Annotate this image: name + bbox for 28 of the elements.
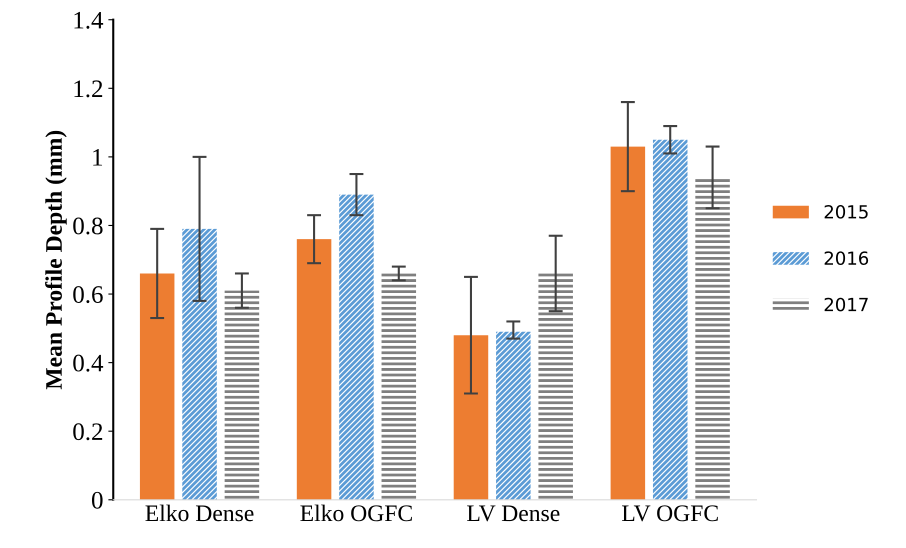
- bar: [339, 194, 374, 500]
- bar: [652, 140, 688, 500]
- bar: [695, 177, 730, 500]
- legend-label: 2016: [824, 251, 868, 265]
- legend-label: 2017: [824, 298, 868, 312]
- y-axis-title: Mean Profile Depth (mm): [45, 130, 67, 390]
- x-tick-label: Elko Dense: [145, 504, 254, 522]
- bar: [182, 228, 217, 500]
- bar: [296, 239, 332, 500]
- bar: [382, 273, 416, 500]
- y-tick-label: 0.2: [73, 423, 102, 440]
- y-tick-label: 1.2: [74, 80, 102, 98]
- legend-label: 2015: [824, 204, 868, 219]
- y-tick-label: 1.4: [74, 12, 104, 29]
- bar: [538, 273, 573, 500]
- y-tick-label: 0.6: [73, 286, 103, 304]
- x-tick-label: LV OGFC: [622, 505, 718, 522]
- y-tick-label: 1: [93, 149, 102, 166]
- bar: [140, 273, 174, 500]
- bar: [224, 290, 260, 500]
- bar: [610, 146, 646, 500]
- x-tick-label: LV Dense: [467, 506, 560, 522]
- bar: [496, 332, 531, 500]
- x-tick-label: Elko OGFC: [300, 504, 412, 522]
- y-tick-label: 0.8: [73, 218, 103, 234]
- y-tick-label: 0: [92, 492, 103, 509]
- y-tick-label: 0.4: [73, 354, 104, 372]
- bar: [454, 335, 488, 500]
